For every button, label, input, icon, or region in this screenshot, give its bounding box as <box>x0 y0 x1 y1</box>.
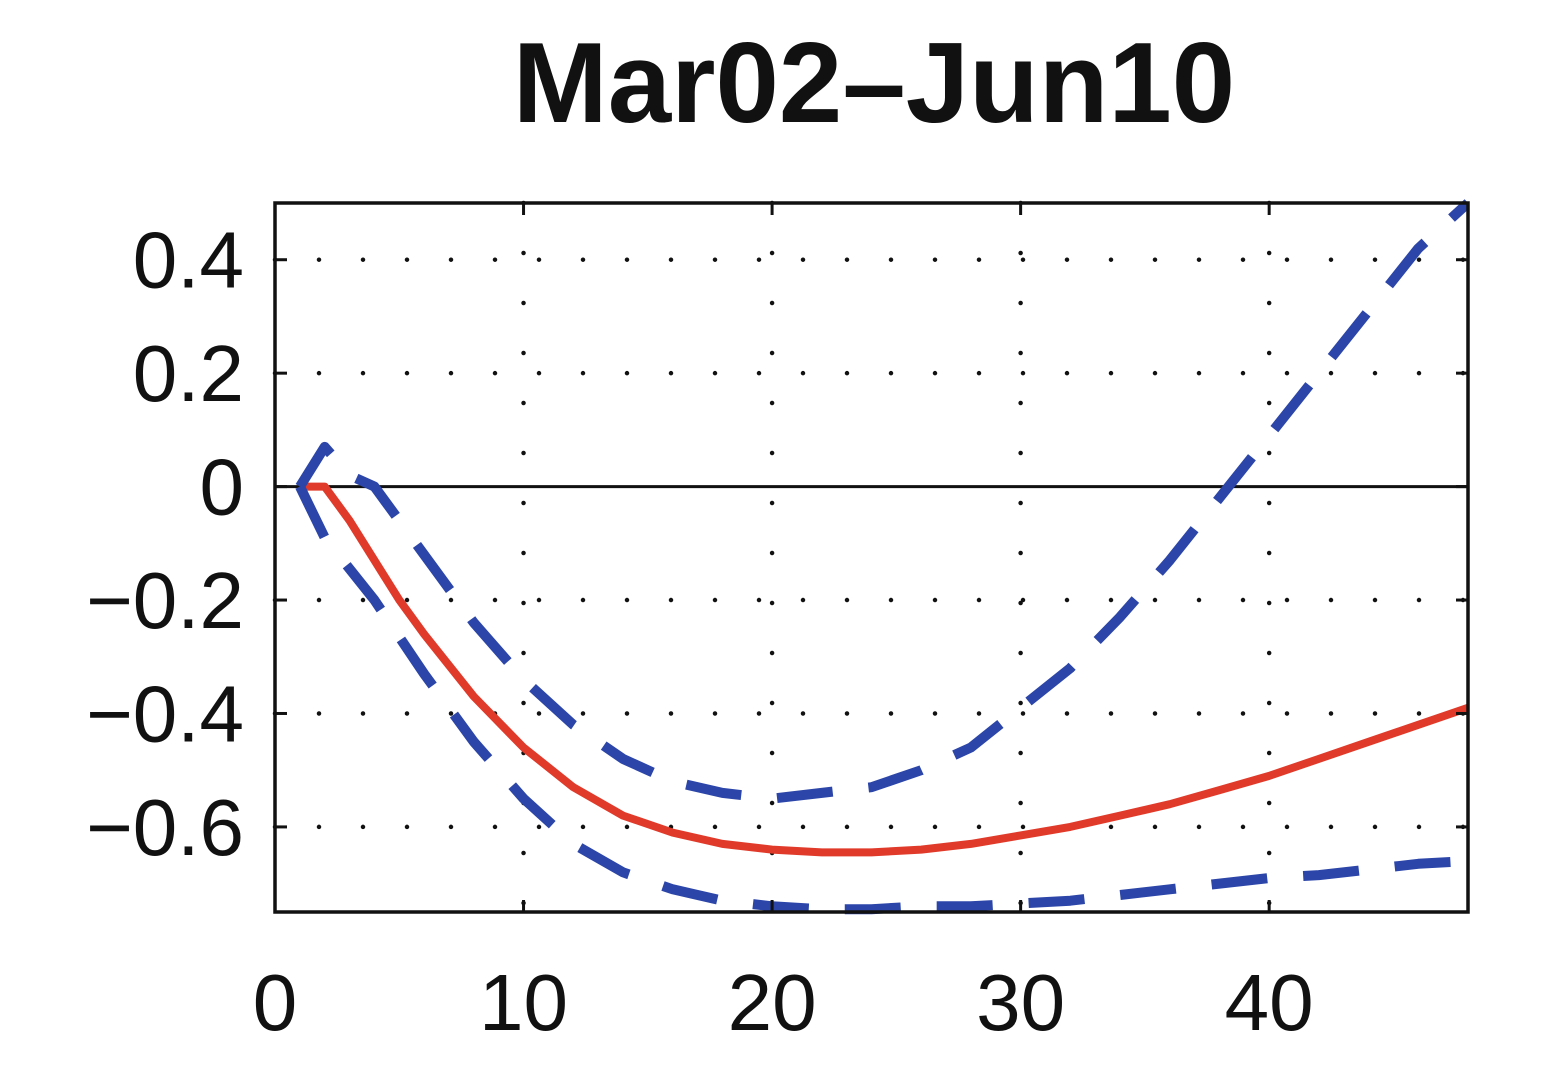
y-tick-label: −0.4 <box>86 669 244 758</box>
tick-layer <box>275 203 1468 912</box>
x-tick-label: 0 <box>253 958 298 1047</box>
label-layer: 0 10 20 30 40 0.4 0.2 0 −0.2 −0.4 −0.6 <box>86 216 1314 1047</box>
x-tick-label: 40 <box>1225 958 1314 1047</box>
plot-frame <box>273 201 1470 914</box>
chart-title: Mar02–Jun10 <box>513 20 1235 147</box>
y-tick-label: −0.2 <box>86 556 244 645</box>
x-tick-label: 30 <box>976 958 1065 1047</box>
grid-layer <box>272 200 1471 915</box>
x-tick-label: 10 <box>479 958 568 1047</box>
confidence-bound-line <box>295 199 1468 804</box>
y-tick-label: 0.4 <box>133 216 244 305</box>
estimate-line <box>299 482 1468 857</box>
x-tick-label: 20 <box>728 958 817 1047</box>
y-tick-label: 0 <box>200 443 245 532</box>
confidence-bound-line <box>295 484 1468 915</box>
series-layer <box>295 199 1468 915</box>
y-tick-label: −0.6 <box>86 783 244 872</box>
y-tick-label: 0.2 <box>133 329 244 418</box>
